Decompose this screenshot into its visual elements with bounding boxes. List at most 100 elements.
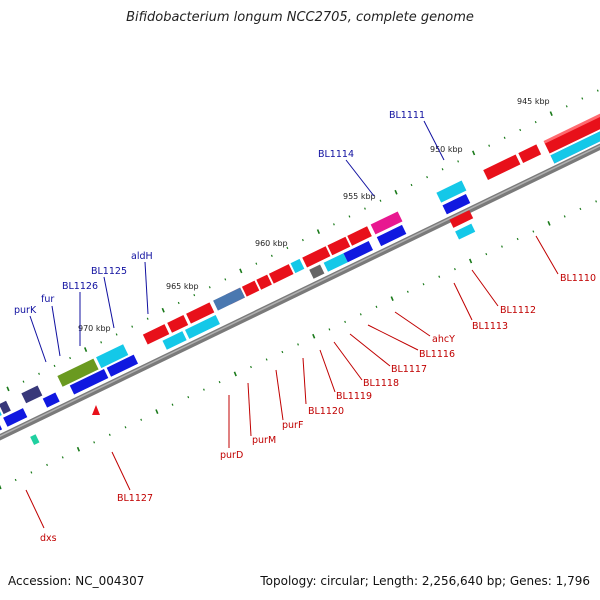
ruler-tick <box>457 160 460 163</box>
label-purF[interactable]: purF <box>282 420 303 431</box>
ruler-tick <box>14 478 17 482</box>
ruler-tick <box>233 371 237 377</box>
ruler-tick <box>379 199 382 202</box>
ruler-tick <box>468 258 473 264</box>
ruler-tick <box>519 128 522 132</box>
ruler-tick <box>93 441 96 444</box>
ruler-tick <box>61 456 64 459</box>
ruler-tick <box>344 320 347 324</box>
ruler-tick <box>140 418 143 421</box>
label-purK[interactable]: purK <box>14 305 37 316</box>
ruler-tick <box>69 356 72 360</box>
ruler-tick <box>161 307 165 313</box>
genes-reverse-small[interactable] <box>25 210 479 445</box>
ruler-tick <box>250 365 252 369</box>
outer-ruler <box>6 89 599 392</box>
ruler-tick <box>581 97 584 100</box>
tick-label-960: 960 kbp <box>255 239 288 248</box>
genome-backbone-highlight <box>0 145 600 437</box>
ruler-tick <box>595 200 598 203</box>
label-BL1113[interactable]: BL1113 <box>472 321 508 332</box>
label-dxs[interactable]: dxs <box>40 533 57 544</box>
ruler-tick <box>115 333 118 336</box>
label-BL1111[interactable]: BL1111 <box>389 110 425 121</box>
ruler-tick <box>38 372 40 375</box>
ruler-tick <box>108 433 111 436</box>
accession-label: Accession: NC_004307 <box>8 574 145 588</box>
label-purM[interactable]: purM <box>252 435 276 446</box>
gene-ahcY-region[interactable] <box>483 144 542 181</box>
ruler-tick <box>281 350 284 354</box>
tick-label-950: 950 kbp <box>430 145 463 154</box>
map-title: Bifidobacterium longum NCC2705, complete… <box>126 10 474 25</box>
ruler-tick <box>202 388 205 391</box>
genes-row-b-blue[interactable] <box>309 194 471 279</box>
gene-BL1114[interactable] <box>370 211 403 235</box>
ruler-tick <box>410 183 413 187</box>
ruler-tick <box>503 136 506 139</box>
genes-aldH-BL1125[interactable] <box>57 344 129 387</box>
label-BL1125[interactable]: BL1125 <box>91 266 127 277</box>
label-aldH[interactable]: aldH <box>131 251 153 262</box>
inner-ruler <box>0 200 598 490</box>
ruler-tick <box>438 275 441 278</box>
ruler-tick <box>441 168 444 171</box>
genes-mid-red-row-a[interactable] <box>302 226 372 268</box>
gene-BL1111[interactable] <box>436 180 467 203</box>
ruler-tick <box>394 189 398 195</box>
ruler-tick <box>426 176 428 179</box>
ruler-tick <box>224 278 227 281</box>
label-BL1119[interactable]: BL1119 <box>336 391 372 402</box>
label-BL1112[interactable]: BL1112 <box>500 305 536 316</box>
ruler-tick <box>333 223 335 226</box>
label-BL1114[interactable]: BL1114 <box>318 149 354 160</box>
ruler-tick <box>375 305 378 308</box>
label-BL1120[interactable]: BL1120 <box>308 406 344 417</box>
genes-row-b-left[interactable] <box>0 354 154 511</box>
ruler-tick <box>286 246 289 250</box>
ruler-tick <box>239 268 243 274</box>
genes-row-b-mid[interactable] <box>162 315 220 350</box>
label-fur[interactable]: fur <box>41 294 54 305</box>
label-BL1118[interactable]: BL1118 <box>363 378 399 389</box>
genes-purK-fur[interactable] <box>0 385 43 429</box>
gene-BL1127-marker[interactable] <box>92 405 100 415</box>
label-ahcY[interactable]: ahcY <box>432 334 455 345</box>
label-purD[interactable]: purD <box>220 450 243 461</box>
ruler-tick <box>348 215 351 218</box>
ruler-tick <box>6 386 10 392</box>
ruler-tick <box>472 150 476 156</box>
ruler-tick <box>534 120 537 124</box>
ruler-tick <box>76 446 81 452</box>
leader-lines-bottom <box>25 235 559 529</box>
tick-label-955: 955 kbp <box>343 192 376 201</box>
ruler-tick <box>596 89 599 92</box>
ruler-tick <box>270 254 273 257</box>
gene-block-right-red[interactable] <box>543 88 600 154</box>
ruler-tick <box>453 268 456 271</box>
tick-label-970: 970 kbp <box>78 324 111 333</box>
ruler-tick <box>516 237 519 241</box>
label-BL1127[interactable]: BL1127 <box>117 493 153 504</box>
ruler-tick <box>131 325 134 328</box>
ruler-tick <box>485 252 488 256</box>
label-BL1110[interactable]: BL1110 <box>560 273 596 284</box>
label-BL1117[interactable]: BL1117 <box>391 364 427 375</box>
ruler-tick <box>100 341 103 344</box>
ruler-tick <box>579 207 582 211</box>
label-BL1116[interactable]: BL1116 <box>419 349 455 360</box>
ruler-tick <box>177 301 180 305</box>
ruler-tick <box>422 283 425 286</box>
ruler-tick <box>171 403 174 406</box>
genes-row-b-right[interactable] <box>550 103 600 164</box>
ruler-tick <box>532 230 535 233</box>
genes-purD-purF[interactable] <box>142 287 245 345</box>
ruler-tick <box>218 380 221 384</box>
ruler-tick <box>547 220 551 226</box>
ruler-tick <box>46 463 48 467</box>
label-BL1126[interactable]: BL1126 <box>62 281 98 292</box>
tick-label-965: 965 kbp <box>166 282 199 291</box>
ruler-tick <box>84 347 88 352</box>
ruler-tick <box>53 364 56 368</box>
